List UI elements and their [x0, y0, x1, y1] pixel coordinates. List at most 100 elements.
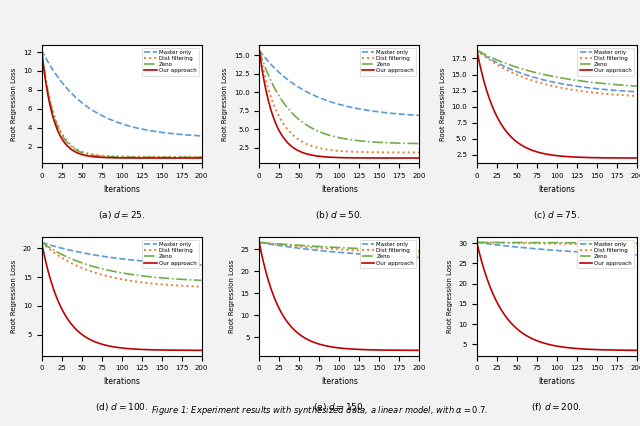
Dist filtering — [620, 242, 627, 247]
Dist filtering — [105, 153, 113, 158]
Dist filtering — [488, 58, 495, 63]
Our approach — [474, 52, 481, 57]
Master only — [96, 253, 104, 259]
Zeno — [531, 240, 539, 245]
X-axis label: Iterations: Iterations — [321, 185, 358, 194]
Master only — [559, 248, 567, 253]
Dist filtering — [473, 240, 481, 245]
Master only — [105, 116, 113, 121]
Text: Figure 1: Experiment results with synthesized data, a linear model, with $\alpha: Figure 1: Experiment results with synthe… — [152, 404, 488, 417]
Title: (e) $d = 150$.: (e) $d = 150$. — [312, 401, 366, 413]
Dist filtering — [38, 54, 46, 59]
Our approach — [314, 341, 321, 346]
Our approach — [96, 155, 104, 160]
Master only — [38, 240, 46, 245]
Dist filtering — [96, 272, 104, 277]
Dist filtering — [415, 250, 423, 256]
Zeno — [270, 83, 278, 89]
Zeno — [473, 48, 481, 53]
Zeno — [620, 83, 627, 88]
Master only — [38, 48, 45, 53]
Dist filtering — [342, 247, 349, 252]
Master only — [559, 81, 567, 86]
Title: (a) $d = 25$.: (a) $d = 25$. — [98, 209, 145, 221]
Our approach — [314, 153, 321, 158]
Master only — [488, 57, 495, 62]
Legend: Master only, Dist filtering, Zeno, Our approach: Master only, Dist filtering, Zeno, Our a… — [577, 240, 634, 268]
Master only — [270, 242, 278, 248]
Line: Dist filtering: Dist filtering — [42, 50, 202, 157]
Master only — [105, 255, 113, 260]
Dist filtering — [255, 240, 263, 245]
Y-axis label: Root Regression Loss: Root Regression Loss — [440, 67, 446, 141]
Zeno — [402, 141, 410, 146]
X-axis label: Iterations: Iterations — [538, 377, 575, 386]
Zeno — [124, 155, 132, 160]
Zeno — [256, 50, 264, 55]
Our approach — [620, 348, 627, 353]
Zeno — [415, 141, 423, 146]
Zeno — [620, 240, 627, 245]
Line: Our approach: Our approach — [42, 242, 202, 350]
Our approach — [38, 240, 45, 245]
Our approach — [633, 348, 640, 353]
Line: Dist filtering: Dist filtering — [477, 50, 637, 96]
Zeno — [255, 240, 263, 245]
Zeno — [540, 72, 548, 77]
Line: Our approach: Our approach — [477, 242, 637, 350]
Zeno — [52, 249, 60, 254]
Dist filtering — [620, 92, 627, 98]
Dist filtering — [38, 241, 46, 246]
Dist filtering — [124, 154, 132, 159]
Zeno — [38, 48, 45, 53]
Legend: Master only, Dist filtering, Zeno, Our approach: Master only, Dist filtering, Zeno, Our a… — [577, 48, 634, 75]
Zeno — [402, 248, 410, 253]
Zeno — [488, 240, 495, 245]
Our approach — [198, 155, 205, 161]
Master only — [402, 112, 410, 117]
Line: Zeno: Zeno — [42, 242, 202, 280]
Our approach — [38, 55, 46, 60]
Line: Zeno: Zeno — [259, 242, 419, 251]
Our approach — [38, 244, 46, 249]
Master only — [184, 132, 192, 138]
X-axis label: Iterations: Iterations — [538, 185, 575, 194]
Zeno — [342, 245, 349, 250]
Title: (f) $d = 200$.: (f) $d = 200$. — [531, 401, 582, 413]
Our approach — [473, 240, 481, 245]
Master only — [256, 49, 264, 54]
Master only — [488, 242, 495, 247]
Line: Zeno: Zeno — [259, 50, 419, 144]
Line: Zeno: Zeno — [477, 50, 637, 86]
Master only — [474, 240, 481, 245]
Our approach — [96, 341, 104, 346]
Our approach — [124, 155, 132, 161]
Line: Dist filtering: Dist filtering — [259, 50, 419, 153]
Our approach — [415, 155, 423, 161]
Zeno — [531, 70, 539, 75]
Dist filtering — [38, 240, 45, 245]
Our approach — [184, 155, 192, 161]
Zeno — [270, 241, 278, 246]
Zeno — [255, 48, 263, 53]
Our approach — [105, 155, 113, 160]
Master only — [342, 250, 349, 256]
Dist filtering — [314, 145, 321, 150]
Title: (c) $d = 75$.: (c) $d = 75$. — [533, 209, 580, 221]
Master only — [633, 252, 640, 257]
Dist filtering — [559, 241, 567, 246]
Dist filtering — [474, 240, 481, 245]
Our approach — [52, 124, 60, 129]
Our approach — [559, 154, 567, 159]
Master only — [52, 72, 60, 77]
Line: Dist filtering: Dist filtering — [477, 242, 637, 245]
Master only — [314, 95, 321, 100]
Master only — [531, 246, 539, 251]
Our approach — [402, 155, 410, 161]
Master only — [473, 240, 481, 245]
Line: Our approach: Our approach — [477, 50, 637, 158]
Zeno — [473, 240, 481, 245]
Master only — [415, 255, 423, 260]
X-axis label: Iterations: Iterations — [103, 185, 140, 194]
Zeno — [633, 83, 640, 89]
